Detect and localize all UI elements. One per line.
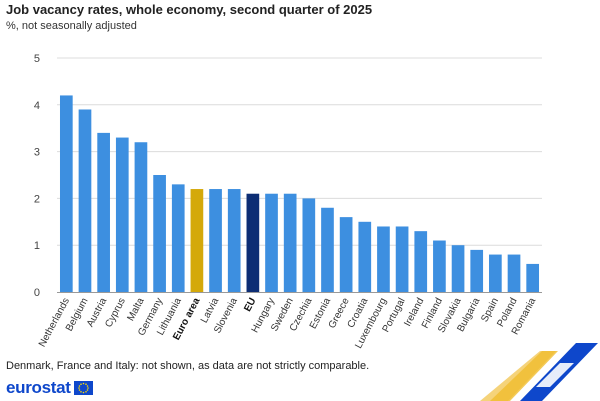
x-axis-labels: NetherlandsBelgiumAustriaCyprusMaltaGerm…	[37, 296, 539, 351]
bar-chart: 0 1 2 3 4 5 NetherlandsBelgiumAustriaCyprusMa…	[34, 53, 542, 351]
bar-poland	[507, 254, 521, 292]
bar-portugal	[395, 226, 409, 292]
bar-eu	[246, 193, 260, 292]
bar-czechia	[302, 198, 316, 292]
chart-title: Job vacancy rates, whole economy, second…	[6, 2, 373, 17]
footnote: Denmark, France and Italy: not shown, as…	[6, 360, 370, 372]
y-tick-label: 0	[34, 287, 40, 299]
bar-luxembourg	[377, 226, 390, 292]
bar-finland	[433, 240, 446, 292]
bar-romania	[526, 263, 540, 292]
eu-flag-icon	[73, 381, 93, 395]
bar-slovakia	[451, 245, 465, 292]
chart-subtitle: %, not seasonally adjusted	[6, 20, 137, 32]
bar-lithuania	[171, 184, 185, 292]
bar-estonia	[321, 207, 334, 292]
bar-netherlands	[59, 95, 73, 292]
x-tick-label: EU	[242, 296, 258, 313]
bar-greece	[339, 217, 353, 292]
bar-germany	[153, 175, 166, 292]
bar-austria	[97, 132, 110, 292]
logo-text: eurostat	[6, 378, 71, 397]
bar-spain	[489, 254, 502, 292]
bar-belgium	[78, 109, 92, 292]
bar-bulgaria	[470, 249, 484, 292]
grid-lines	[57, 57, 542, 246]
bar-croatia	[358, 221, 372, 292]
bar-malta	[134, 142, 148, 292]
decorative-stripes	[480, 343, 598, 401]
y-tick-label: 3	[34, 147, 40, 159]
y-tick-label: 4	[34, 100, 40, 112]
y-tick-label: 5	[34, 53, 40, 65]
bar-cyprus	[115, 137, 129, 292]
bar-slovenia	[227, 189, 241, 292]
bar-sweden	[283, 193, 297, 292]
bars	[59, 95, 540, 292]
bar-hungary	[265, 193, 278, 292]
y-tick-label: 2	[34, 193, 40, 205]
y-tick-label: 1	[34, 240, 40, 252]
y-axis-ticks: 0 1 2 3 4 5	[34, 53, 40, 299]
bar-latvia	[209, 189, 222, 292]
eurostat-logo: eurostat	[6, 378, 93, 398]
bar-ireland	[414, 231, 428, 292]
bar-euro-area	[190, 189, 204, 292]
